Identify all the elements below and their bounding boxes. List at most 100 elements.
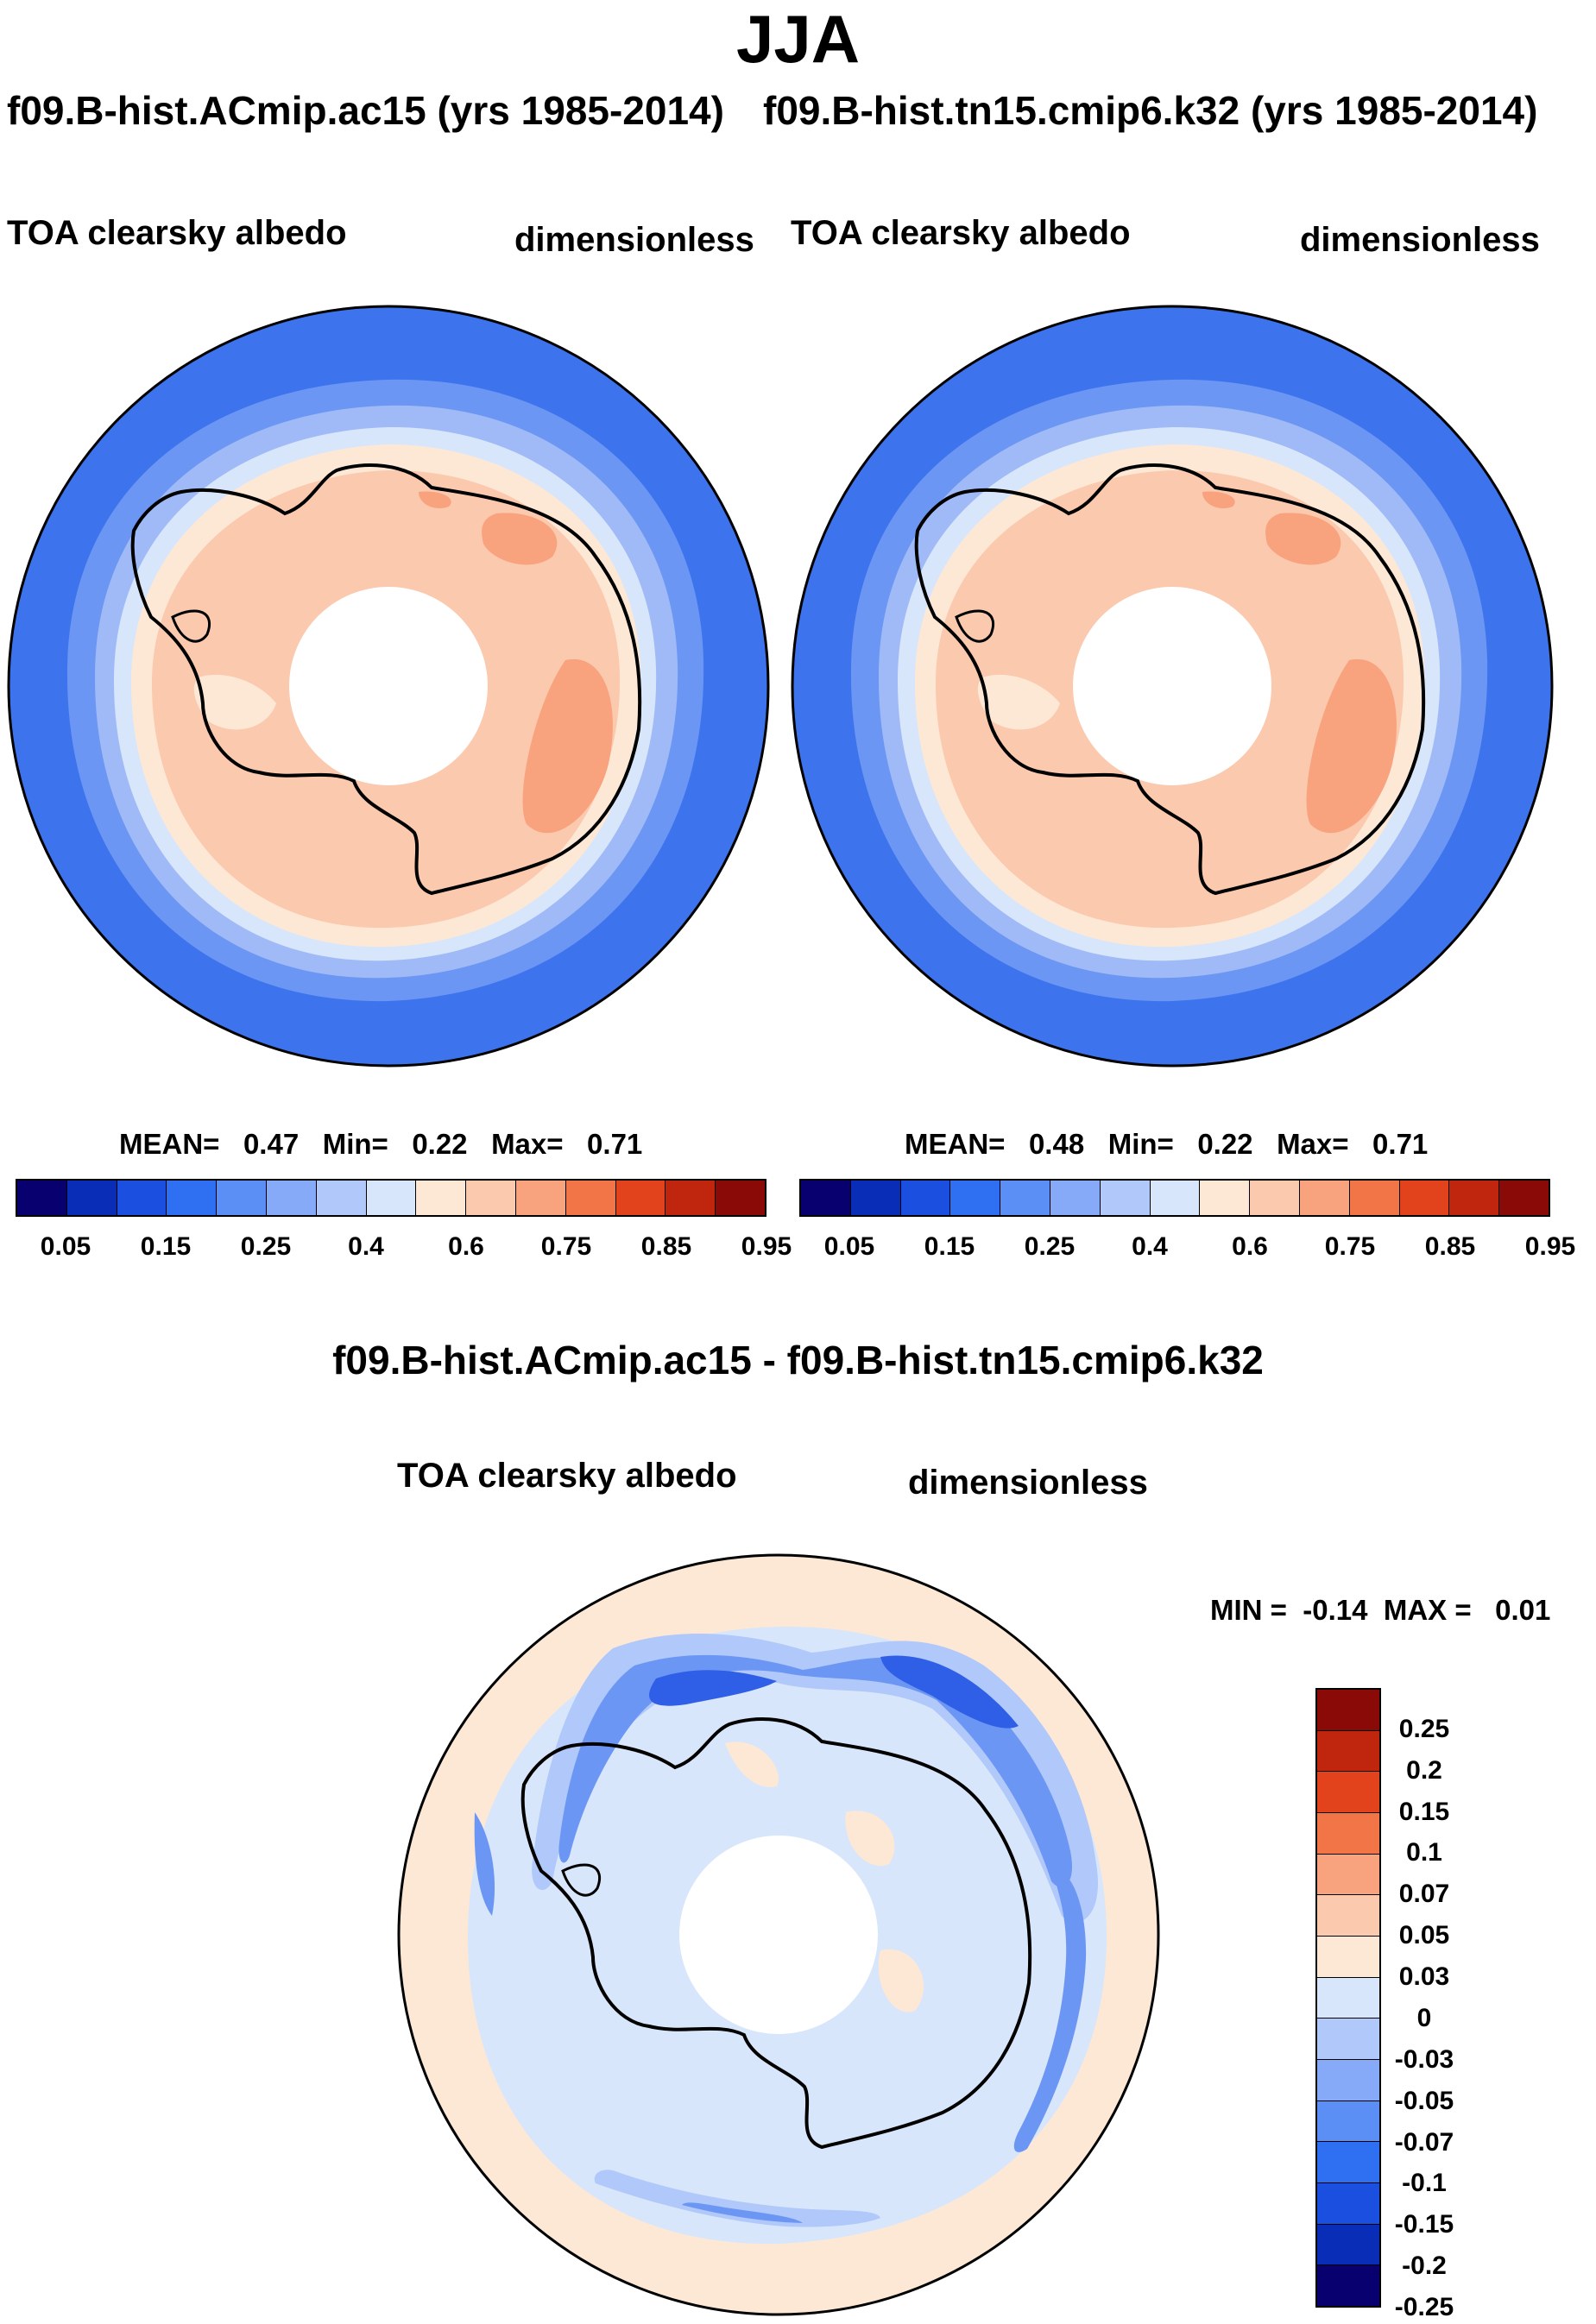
colorbar-swatch bbox=[1449, 1181, 1500, 1215]
left-mean-label: MEAN= bbox=[119, 1128, 220, 1160]
colorbar-swatch bbox=[17, 1181, 67, 1215]
colorbar-swatch bbox=[1250, 1181, 1300, 1215]
colorbar-swatch bbox=[1299, 1181, 1350, 1215]
figure-title: JJA bbox=[735, 1, 861, 77]
ross-ice-shelf-outline bbox=[561, 1863, 602, 1897]
colorbar-tick-label: -0.1 bbox=[1402, 2169, 1447, 2198]
diff-max-label: MAX = bbox=[1383, 1594, 1472, 1626]
colorbar-swatch bbox=[515, 1181, 566, 1215]
colorbar-tick-label: 0.95 bbox=[1524, 1232, 1576, 1261]
left-run-title: f09.B-hist.ACmip.ac15 (yrs 1985-2014) bbox=[7, 88, 724, 133]
antarctica-coastline bbox=[130, 463, 642, 896]
colorbar-tick-label: 0.25 bbox=[240, 1232, 292, 1261]
antarctica-coastline bbox=[520, 1717, 1032, 2150]
colorbar-swatch bbox=[900, 1181, 951, 1215]
colorbar-tick-label: 0.05 bbox=[40, 1232, 91, 1261]
antarctica-coastline bbox=[914, 463, 1426, 896]
polar-hole bbox=[679, 1836, 878, 2034]
plateau-patch bbox=[1265, 513, 1341, 565]
right-colorbar bbox=[799, 1179, 1550, 1217]
colorbar-swatch bbox=[801, 1181, 851, 1215]
left-min-label: Min= bbox=[322, 1128, 388, 1160]
colorbar-swatch bbox=[117, 1181, 167, 1215]
plateau-patch bbox=[1306, 658, 1397, 834]
colorbar-tick-label: -0.25 bbox=[1394, 2293, 1454, 2321]
right-max-value: 0.71 bbox=[1372, 1128, 1429, 1160]
left-units-label: dimensionless bbox=[514, 221, 754, 259]
left-max-value: 0.71 bbox=[587, 1128, 643, 1160]
left-min-value: 0.22 bbox=[412, 1128, 468, 1160]
colorbar-swatch bbox=[1317, 1730, 1379, 1773]
colorbar-swatch bbox=[1317, 2100, 1379, 2143]
map-boundary bbox=[791, 305, 1554, 1068]
colorbar-swatch bbox=[950, 1181, 1001, 1215]
right-polar-map bbox=[791, 305, 1554, 1068]
right-min-label: Min= bbox=[1107, 1128, 1174, 1160]
colorbar-tick-label: 0.6 bbox=[448, 1232, 484, 1261]
colorbar-tick-label: 0.95 bbox=[741, 1232, 792, 1261]
colorbar-tick-label: 0.1 bbox=[1406, 1838, 1442, 1867]
diff-max-value: 0.01 bbox=[1495, 1594, 1551, 1626]
colorbar-tick-label: -0.07 bbox=[1394, 2127, 1454, 2157]
colorbar-tick-label: 0.25 bbox=[1398, 1714, 1450, 1743]
right-max-label: Max= bbox=[1277, 1128, 1349, 1160]
colorbar-swatch bbox=[1150, 1181, 1201, 1215]
diff-band bbox=[474, 1812, 495, 1916]
right-min-value: 0.22 bbox=[1197, 1128, 1253, 1160]
colorbar-swatch bbox=[1000, 1181, 1050, 1215]
colorbar-tick-label: 0.05 bbox=[823, 1232, 875, 1261]
colorbar-swatch bbox=[1317, 1690, 1379, 1731]
diff-pos-patch bbox=[878, 1949, 924, 2012]
colorbar-swatch bbox=[1499, 1181, 1549, 1215]
left-colorbar bbox=[16, 1179, 766, 1217]
colorbar-tick-label: 0.85 bbox=[1424, 1232, 1476, 1261]
colorbar-swatch bbox=[1317, 1937, 1379, 1978]
colorbar-swatch bbox=[416, 1181, 467, 1215]
colorbar-tick-label: 0.2 bbox=[1406, 1755, 1442, 1785]
seaice-patch bbox=[193, 674, 276, 730]
right-variable-label: TOA clearsky albedo bbox=[791, 214, 1131, 252]
left-variable-label: TOA clearsky albedo bbox=[7, 214, 347, 252]
colorbar-swatch bbox=[615, 1181, 666, 1215]
diff-min-label: MIN = bbox=[1210, 1594, 1287, 1626]
colorbar-swatch bbox=[1317, 1772, 1379, 1814]
colorbar-swatch bbox=[1317, 1813, 1379, 1855]
colorbar-swatch bbox=[716, 1181, 765, 1215]
left-polar-map bbox=[7, 305, 770, 1068]
colorbar-tick-label: 0.03 bbox=[1398, 1962, 1450, 1992]
colorbar-tick-label: 0.4 bbox=[1132, 1232, 1168, 1261]
diff-variable-label: TOA clearsky albedo bbox=[397, 1457, 737, 1495]
colorbar-tick-label: 0.4 bbox=[348, 1232, 384, 1261]
colorbar-swatch bbox=[1317, 1977, 1379, 2019]
colorbar-tick-label: 0.07 bbox=[1398, 1880, 1450, 1909]
colorbar-tick-label: 0.75 bbox=[540, 1232, 592, 1261]
colorbar-swatch bbox=[1317, 1854, 1379, 1896]
right-colorbar-ticks: 0.05 0.15 0.25 0.4 0.6 0.75 0.85 0.95 bbox=[799, 1232, 1575, 1267]
colorbar-swatch bbox=[366, 1181, 417, 1215]
colorbar-swatch bbox=[1317, 2019, 1379, 2061]
colorbar-swatch bbox=[1100, 1181, 1151, 1215]
diff-band bbox=[682, 2202, 803, 2223]
colorbar-tick-label: 0.75 bbox=[1324, 1232, 1376, 1261]
right-units-label: dimensionless bbox=[1300, 221, 1540, 259]
diff-min-value: -0.14 bbox=[1303, 1594, 1368, 1626]
colorbar-tick-label: 0.25 bbox=[1024, 1232, 1076, 1261]
colorbar-swatch bbox=[266, 1181, 317, 1215]
colorbar-swatch bbox=[217, 1181, 267, 1215]
colorbar-tick-label: 0.6 bbox=[1232, 1232, 1268, 1261]
left-mean-value: 0.47 bbox=[243, 1128, 300, 1160]
colorbar-tick-label: 0 bbox=[1416, 2003, 1432, 2032]
colorbar-swatch bbox=[1200, 1181, 1251, 1215]
map-boundary bbox=[7, 305, 770, 1068]
plateau-patch bbox=[1202, 491, 1235, 509]
colorbar-swatch bbox=[466, 1181, 516, 1215]
colorbar-swatch bbox=[167, 1181, 218, 1215]
colorbar-swatch bbox=[1317, 2142, 1379, 2184]
colorbar-tick-label: 0.15 bbox=[924, 1232, 975, 1261]
ross-ice-shelf-outline bbox=[955, 609, 995, 643]
plateau-patch bbox=[522, 658, 613, 834]
diff-colorbar-ticks: 0.25 0.2 0.15 0.1 0.07 0.05 0.03 0 -0.03 -0.05 -0.… bbox=[1390, 1688, 1459, 2321]
plateau-patch bbox=[482, 513, 558, 565]
colorbar-swatch bbox=[1317, 1895, 1379, 1937]
right-run-title: f09.B-hist.tn15.cmip6.k32 (yrs 1985-2014… bbox=[763, 88, 1538, 133]
